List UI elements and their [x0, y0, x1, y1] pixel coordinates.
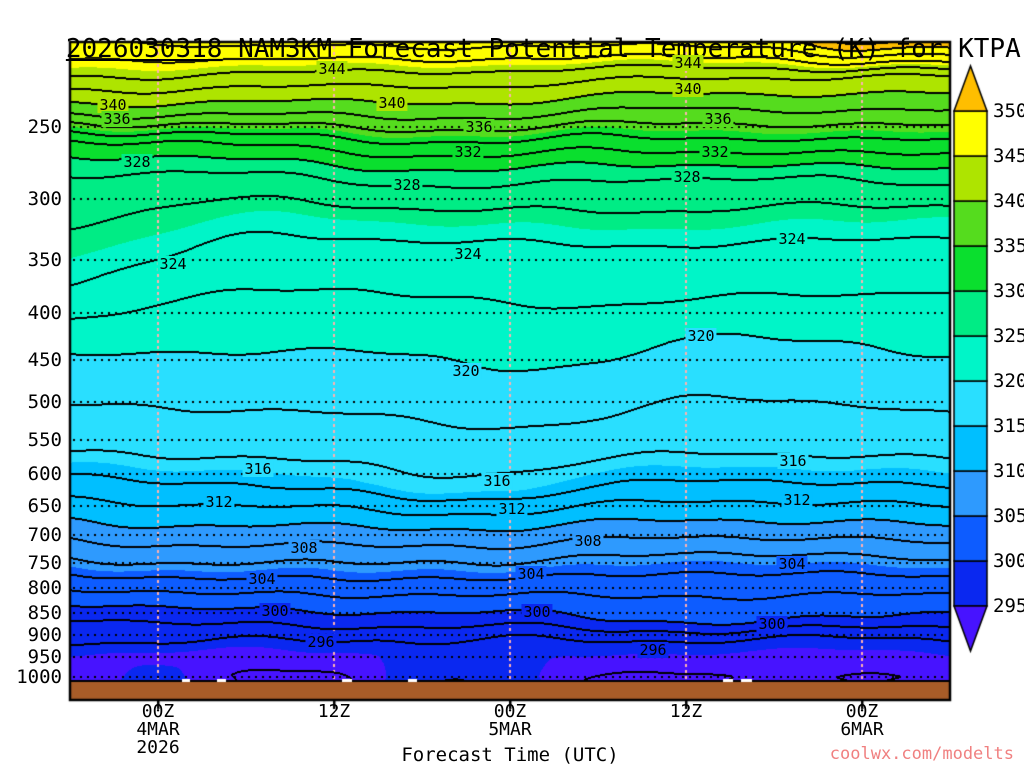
contour-label: 304 — [776, 555, 808, 573]
contour-label: 300 — [259, 602, 291, 620]
contour-label: 336 — [463, 118, 495, 136]
y-tick-label: 750 — [27, 551, 62, 574]
y-tick-label: 250 — [27, 115, 62, 138]
contour-label: 308 — [288, 539, 320, 557]
colorbar-tick-label: 350 — [993, 100, 1024, 122]
contour-label: 320 — [450, 362, 482, 380]
contour-label: 308 — [572, 532, 604, 550]
contour-label: 300 — [756, 615, 788, 633]
contour-label: 324 — [157, 255, 189, 273]
y-tick-label: 550 — [27, 428, 62, 451]
contour-label: 324 — [776, 230, 808, 248]
contour-label: 340 — [376, 94, 408, 112]
contour-label: 304 — [246, 570, 278, 588]
contour-label: 296 — [305, 633, 337, 651]
contour-label: 320 — [685, 327, 717, 345]
colorbar-tick-label: 325 — [993, 325, 1024, 347]
contour-label: 340 — [97, 96, 129, 114]
y-tick-label: 350 — [27, 249, 62, 272]
contour-label: 332 — [452, 143, 484, 161]
contour-label: 312 — [203, 493, 235, 511]
y-tick-label: 950 — [27, 645, 62, 668]
contour-label: 300 — [521, 603, 553, 621]
y-tick-label: 500 — [27, 390, 62, 413]
y-tick-label: 600 — [27, 463, 62, 486]
y-tick-label: 700 — [27, 524, 62, 547]
contour-label: 316 — [242, 460, 274, 478]
x-tick-label: 00Z 5MAR — [488, 701, 532, 740]
contour-label: 304 — [515, 565, 547, 583]
contour-label: 332 — [699, 143, 731, 161]
y-tick-label: 900 — [27, 624, 62, 647]
colorbar-tick-label: 315 — [993, 415, 1024, 437]
y-tick-label: 800 — [27, 577, 62, 600]
x-tick-label: 00Z 4MAR 2026 — [136, 701, 180, 758]
contour-label: 344 — [672, 54, 704, 72]
y-tick-label: 450 — [27, 349, 62, 372]
contour-label: 312 — [781, 491, 813, 509]
contour-label: 328 — [391, 176, 423, 194]
contour-label: 316 — [481, 472, 513, 490]
contour-label: 344 — [316, 60, 348, 78]
colorbar-tick-label: 295 — [993, 595, 1024, 617]
colorbar-tick-label: 345 — [993, 145, 1024, 167]
contour-label: 324 — [452, 245, 484, 263]
colorbar-tick-label: 300 — [993, 550, 1024, 572]
page-title: 2026030318 NAM3KM Forecast Potential Tem… — [0, 4, 1024, 94]
colorbar-tick-label: 320 — [993, 370, 1024, 392]
contour-label: 296 — [637, 641, 669, 659]
contour-label: 336 — [101, 110, 133, 128]
y-tick-label: 850 — [27, 601, 62, 624]
title-text: NAM3KM Forecast Potential Temperature (K… — [222, 34, 1021, 64]
y-tick-label: 300 — [27, 188, 62, 211]
colorbar-tick-label: 310 — [993, 460, 1024, 482]
colorbar-tick-label: 340 — [993, 190, 1024, 212]
x-tick-label: 00Z 6MAR — [840, 701, 884, 740]
contour-label: 316 — [777, 452, 809, 470]
y-tick-label: 1000 — [16, 666, 62, 688]
x-tick-label: 12Z — [669, 701, 703, 722]
colorbar-tick-label: 335 — [993, 235, 1024, 257]
contour-label: 336 — [702, 110, 734, 128]
title-run-date: 2026030318 — [65, 34, 223, 64]
colorbar-tick-label: 330 — [993, 280, 1024, 302]
colorbar-tick-label: 305 — [993, 505, 1024, 527]
x-axis-title: Forecast Time (UTC) — [401, 744, 619, 766]
contour-label: 328 — [671, 168, 703, 186]
contour-label: 340 — [672, 80, 704, 98]
contour-label: 328 — [121, 153, 153, 171]
contour-label: 312 — [496, 500, 528, 518]
x-tick-label: 12Z — [317, 701, 351, 722]
y-tick-label: 400 — [27, 302, 62, 325]
y-tick-label: 650 — [27, 495, 62, 518]
watermark-link[interactable]: coolwx.com/modelts — [829, 744, 1014, 764]
